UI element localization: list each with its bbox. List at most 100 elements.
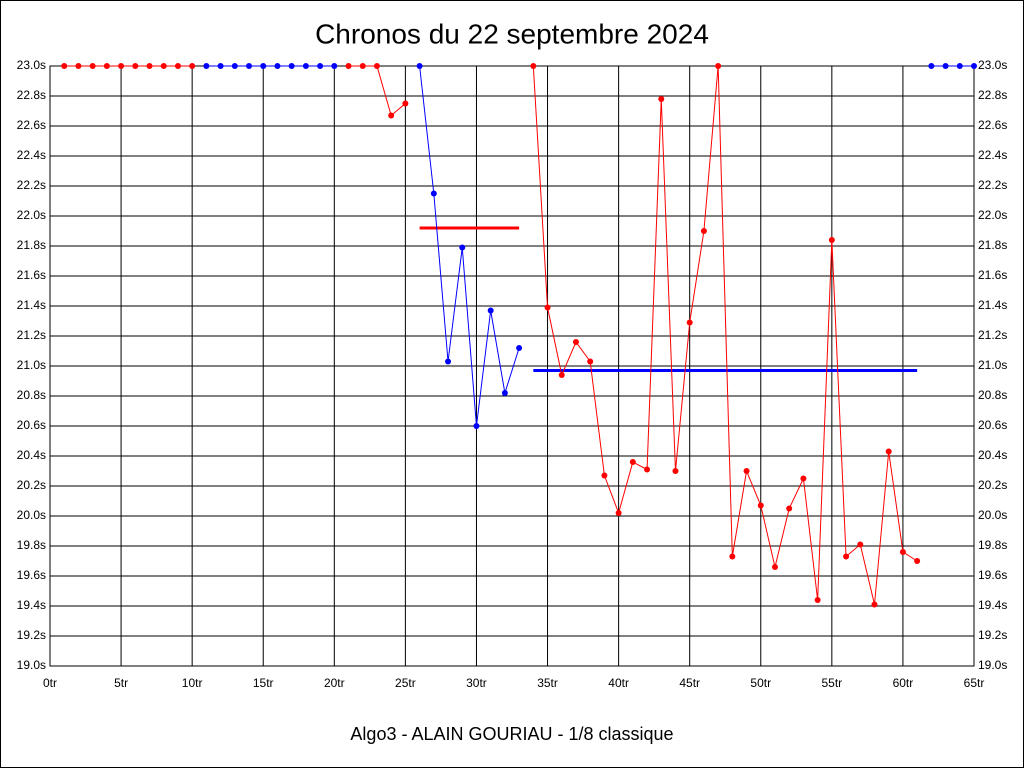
y-tick-label: 22.2s (17, 178, 46, 192)
data-point (530, 63, 537, 69)
y2-tick-label: 21.6s (978, 268, 1007, 282)
data-point (174, 63, 181, 69)
data-point (260, 63, 267, 69)
data-point (871, 601, 878, 608)
data-point (572, 339, 579, 345)
data-point (544, 304, 551, 311)
y2-tick-label: 20.0s (978, 508, 1007, 522)
data-point (786, 505, 793, 512)
data-point (800, 475, 807, 482)
data-point (914, 558, 921, 564)
x-tick-label: 55tr (822, 676, 843, 690)
data-point (672, 468, 679, 474)
y-tick-label: 20.4s (17, 448, 46, 462)
y2-tick-label: 21.2s (978, 328, 1007, 342)
data-point (501, 390, 508, 396)
data-point (715, 63, 722, 69)
data-point (331, 63, 338, 69)
data-point (217, 63, 224, 69)
y2-tick-label: 19.8s (978, 538, 1007, 552)
data-point (629, 459, 636, 465)
y-tick-label: 22.8s (17, 88, 46, 102)
y-tick-label: 21.4s (17, 298, 46, 312)
x-tick-label: 35tr (537, 676, 558, 690)
data-point (416, 63, 423, 69)
y2-tick-label: 22.0s (978, 208, 1007, 222)
y-tick-label: 20.8s (17, 388, 46, 402)
x-tick-label: 65tr (964, 676, 985, 690)
y2-tick-label: 21.8s (978, 238, 1007, 252)
data-point (160, 63, 167, 69)
data-point (899, 549, 906, 555)
x-tick-label: 25tr (395, 676, 416, 690)
data-point (274, 63, 281, 69)
data-point (658, 96, 665, 102)
x-tick-label: 10tr (182, 676, 203, 690)
data-point (132, 63, 139, 69)
y-tick-label: 19.0s (17, 658, 46, 672)
y-tick-label: 22.0s (17, 208, 46, 222)
data-point (857, 541, 864, 548)
data-point (928, 63, 935, 69)
data-point (146, 63, 153, 69)
data-point (302, 63, 309, 69)
data-point (203, 63, 210, 69)
data-point (231, 63, 238, 69)
data-point (402, 100, 409, 107)
y-tick-label: 20.2s (17, 478, 46, 492)
data-point (601, 472, 608, 479)
y2-tick-label: 23.0s (978, 58, 1007, 72)
x-tick-label: 5tr (114, 676, 128, 690)
y2-tick-label: 19.2s (978, 628, 1007, 642)
data-point (189, 63, 196, 69)
data-point (644, 466, 651, 473)
data-point (373, 63, 380, 69)
data-point (246, 63, 253, 69)
y2-tick-label: 20.6s (978, 418, 1007, 432)
data-point (288, 63, 295, 69)
data-point (757, 502, 764, 509)
data-point (615, 510, 622, 516)
data-point (843, 553, 850, 560)
x-tick-label: 30tr (466, 676, 487, 690)
y2-tick-label: 20.2s (978, 478, 1007, 492)
data-point (317, 63, 324, 69)
data-point (445, 358, 452, 365)
data-point (971, 63, 977, 69)
data-point (459, 244, 466, 251)
y-tick-label: 21.6s (17, 268, 46, 282)
data-point (75, 63, 82, 69)
data-point (700, 228, 707, 234)
data-point (516, 345, 523, 351)
y2-tick-label: 21.0s (978, 358, 1007, 372)
y2-tick-label: 19.0s (978, 658, 1007, 672)
x-tick-label: 20tr (324, 676, 345, 690)
series-line (206, 65, 974, 427)
y-tick-label: 20.6s (17, 418, 46, 432)
x-tick-label: 45tr (679, 676, 700, 690)
y-tick-label: 22.6s (17, 118, 46, 132)
y2-tick-label: 22.4s (978, 148, 1007, 162)
y-tick-label: 21.0s (17, 358, 46, 372)
data-point (61, 63, 68, 69)
y-tick-label: 19.2s (17, 628, 46, 642)
y2-tick-label: 22.6s (978, 118, 1007, 132)
y2-tick-label: 22.2s (978, 178, 1007, 192)
y2-tick-label: 19.4s (978, 598, 1007, 612)
x-tick-label: 15tr (253, 676, 274, 690)
data-point (103, 63, 110, 69)
data-point (942, 63, 949, 69)
y2-tick-label: 21.4s (978, 298, 1007, 312)
data-point (558, 372, 565, 378)
y2-tick-label: 22.8s (978, 88, 1007, 102)
y2-tick-label: 19.6s (978, 568, 1007, 582)
y-tick-label: 19.6s (17, 568, 46, 582)
y-tick-label: 21.2s (17, 328, 46, 342)
data-point (814, 597, 821, 603)
data-point (729, 553, 736, 560)
data-point (771, 564, 778, 570)
y-tick-label: 19.8s (17, 538, 46, 552)
x-axis-label: Algo3 - ALAIN GOURIAU - 1/8 classique (350, 724, 673, 744)
